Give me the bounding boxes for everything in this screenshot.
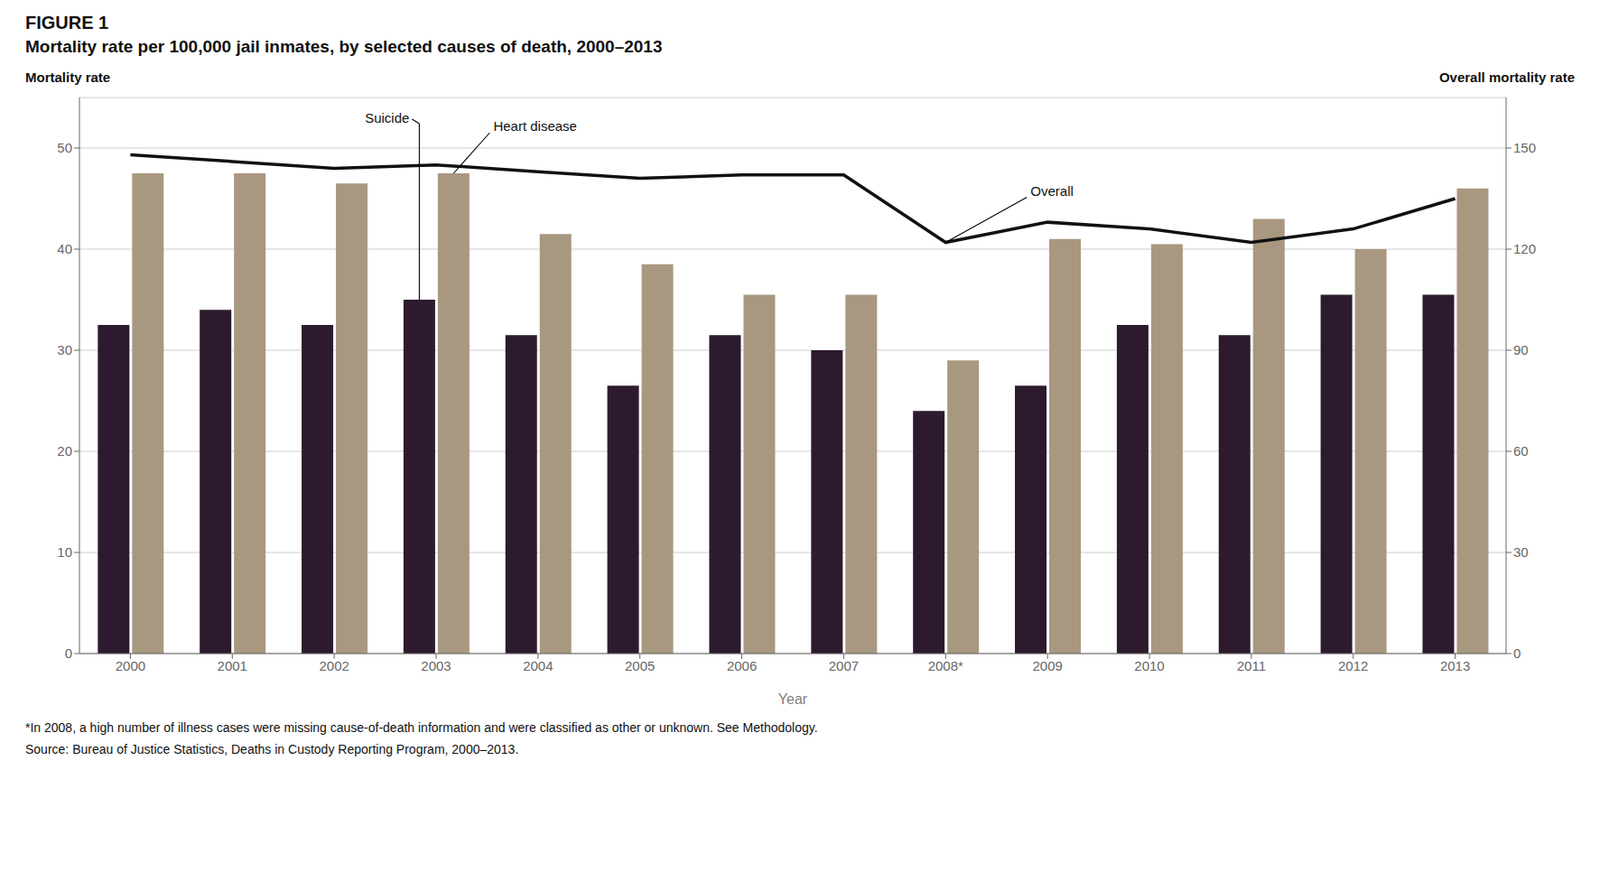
svg-text:2005: 2005 bbox=[624, 658, 655, 674]
svg-text:2006: 2006 bbox=[726, 658, 757, 674]
svg-text:2007: 2007 bbox=[828, 658, 859, 674]
svg-text:2012: 2012 bbox=[1338, 658, 1368, 674]
svg-text:10: 10 bbox=[56, 544, 73, 560]
svg-text:Heart disease: Heart disease bbox=[493, 118, 577, 134]
svg-text:Overall: Overall bbox=[1030, 183, 1074, 199]
svg-text:20: 20 bbox=[56, 443, 73, 459]
html-text:FIGURE 1: FIGURE 1 bbox=[25, 12, 109, 33]
svg-text:40: 40 bbox=[56, 241, 73, 257]
svg-text:150: 150 bbox=[1513, 139, 1536, 156]
svg-text:2010: 2010 bbox=[1134, 658, 1164, 674]
svg-text:50: 50 bbox=[56, 139, 73, 156]
svg-text:2002: 2002 bbox=[318, 658, 349, 674]
svg-text:2009: 2009 bbox=[1032, 658, 1062, 674]
svg-text:0: 0 bbox=[65, 645, 73, 661]
svg-text:0: 0 bbox=[1513, 645, 1521, 661]
svg-text:30: 30 bbox=[56, 342, 73, 358]
svg-text:30: 30 bbox=[1513, 544, 1529, 560]
svg-text:2003: 2003 bbox=[420, 658, 451, 674]
svg-text:2004: 2004 bbox=[522, 658, 553, 674]
svg-text:2008*: 2008* bbox=[928, 658, 964, 674]
svg-text:90: 90 bbox=[1513, 342, 1529, 358]
svg-text:2011: 2011 bbox=[1237, 658, 1266, 674]
html-text:Overall mortality rate: Overall mortality rate bbox=[1439, 69, 1575, 85]
html-text:*In 2008, a high number of ill: *In 2008, a high number of illness cases… bbox=[25, 720, 818, 735]
svg-text:120: 120 bbox=[1513, 241, 1536, 257]
html-text:Mortality rate: Mortality rate bbox=[25, 69, 111, 85]
html-text:Source: Bureau of Justice Stat: Source: Bureau of Justice Statistics, De… bbox=[25, 742, 519, 757]
svg-text:2001: 2001 bbox=[217, 658, 248, 674]
html-text:Mortality rate per 100,000 jai: Mortality rate per 100,000 jail inmates,… bbox=[25, 37, 663, 56]
svg-text:Suicide: Suicide bbox=[364, 110, 410, 126]
svg-text:Year: Year bbox=[778, 691, 809, 707]
svg-text:60: 60 bbox=[1513, 443, 1529, 459]
svg-text:2013: 2013 bbox=[1440, 658, 1470, 674]
svg-text:2000: 2000 bbox=[115, 658, 146, 674]
